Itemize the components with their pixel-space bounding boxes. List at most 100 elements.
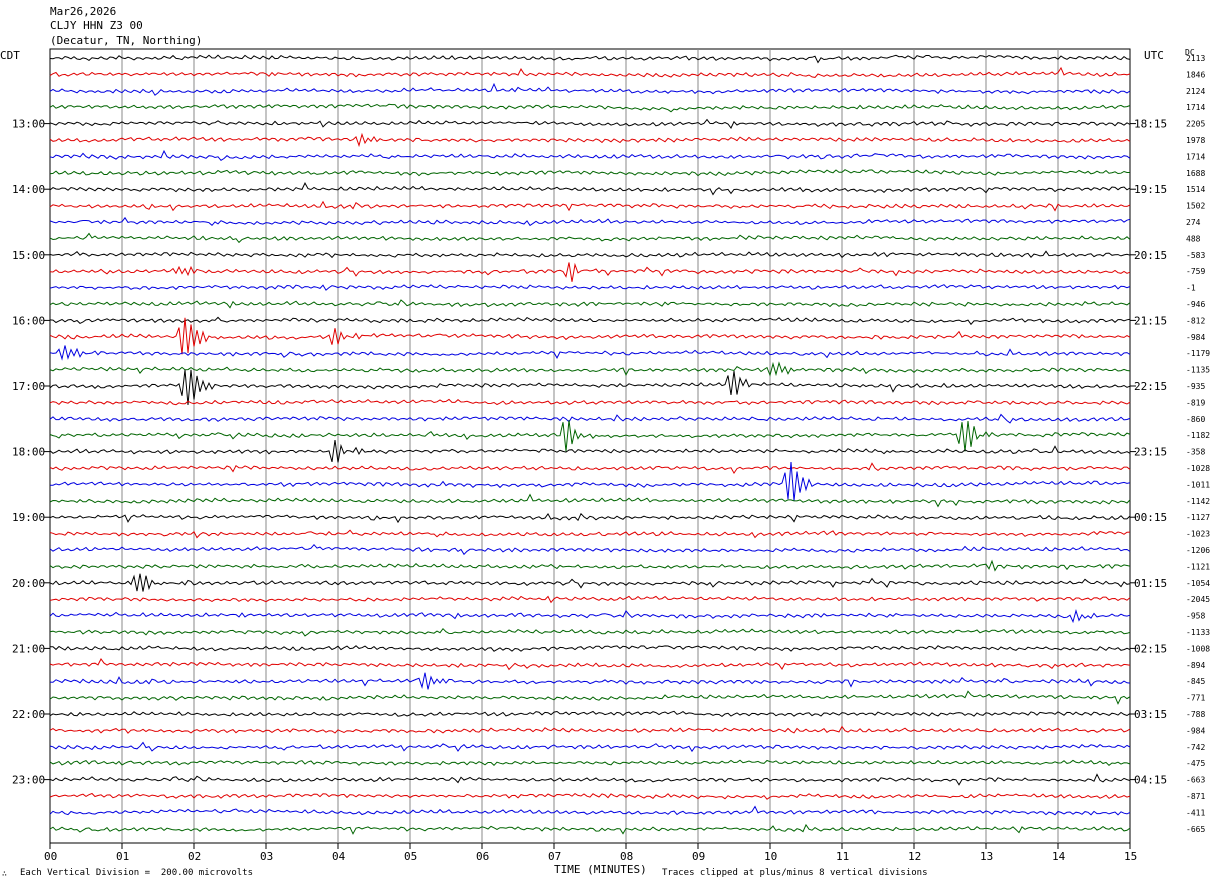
dc-offset: -1028 [1186, 464, 1210, 473]
trace-line [49, 759, 1131, 767]
trace-line [49, 462, 1131, 475]
right-hour-label: 20:15 [1134, 249, 1167, 262]
minute-gridlines [49, 48, 1131, 844]
trace-line [49, 805, 1131, 816]
dc-offset: -583 [1186, 251, 1205, 260]
trace-line [49, 573, 1131, 592]
trace-line [49, 672, 1131, 690]
trace-line [49, 345, 1131, 361]
dc-offset: -358 [1186, 448, 1205, 457]
dc-offset: 1714 [1186, 152, 1205, 161]
dc-offset: -1121 [1186, 562, 1210, 571]
trace-line [49, 773, 1131, 786]
trace-line [50, 645, 1131, 652]
x-tick-label: 05 [404, 850, 417, 863]
trace-line [49, 823, 1131, 835]
dc-offset: 2124 [1186, 87, 1205, 96]
scale-note: Each Vertical Division = 200.00 microvol… [20, 868, 253, 878]
left-hour-label: 17:00 [12, 380, 45, 393]
x-tick-label: 03 [260, 850, 273, 863]
x-tick-label: 00 [44, 850, 57, 863]
x-tick-label: 10 [764, 850, 777, 863]
dc-offset: -759 [1186, 267, 1205, 276]
dc-offset: -1011 [1186, 480, 1210, 489]
left-hour-label: 18:00 [12, 446, 45, 459]
dc-offset: -984 [1186, 333, 1205, 342]
left-hour-label: 20:00 [12, 577, 45, 590]
x-tick-label: 06 [476, 850, 489, 863]
x-tick-label: 02 [188, 850, 201, 863]
dc-offset: 274 [1186, 218, 1201, 227]
trace-line [49, 66, 1131, 78]
trace-line [49, 792, 1131, 800]
dc-offset: -819 [1186, 398, 1205, 407]
x-axis-title: TIME (MINUTES) [554, 863, 647, 876]
dc-offset: -935 [1186, 382, 1205, 391]
dc-offset: 1502 [1186, 202, 1205, 211]
x-tick-label: 08 [620, 850, 633, 863]
dc-offset: -742 [1186, 743, 1205, 752]
plot-frame [49, 48, 1131, 844]
station-label: CLJY HHN Z3 00 [50, 19, 143, 32]
dc-offset: -788 [1186, 710, 1205, 719]
left-hour-label: 15:00 [12, 249, 45, 262]
trace-line [49, 369, 1131, 405]
right-hour-label: 21:15 [1134, 314, 1167, 327]
trace-line [49, 543, 1131, 556]
dc-offset: -894 [1186, 661, 1205, 670]
left-hour-label: 23:00 [12, 774, 45, 787]
dc-offset: -411 [1186, 808, 1205, 817]
dc-offset: -812 [1186, 316, 1205, 325]
trace-line [49, 299, 1131, 309]
trace-line [49, 512, 1131, 524]
left-hour-label: 13:00 [12, 118, 45, 131]
trace-line [49, 262, 1131, 282]
dc-offset: -958 [1186, 612, 1205, 621]
trace-line [49, 710, 1131, 718]
trace-line [49, 559, 1131, 572]
dc-offset: -1133 [1186, 628, 1210, 637]
trace-line [49, 627, 1131, 637]
dc-offset: -860 [1186, 415, 1205, 424]
trace-line [49, 182, 1131, 196]
logo-glyph: ∴ [2, 869, 7, 878]
trace-line [49, 232, 1131, 244]
left-hour-label: 22:00 [12, 708, 45, 721]
dc-offset: -1182 [1186, 431, 1210, 440]
dc-offset: 2113 [1186, 54, 1205, 63]
left-hour-label: 19:00 [12, 511, 45, 524]
dc-offset: -663 [1186, 776, 1205, 785]
right-hour-labels: 18:15 19:15 20:15 21:15 22:15 23:15 00:15 01:15… [1130, 118, 1167, 787]
x-tick-label: 04 [332, 850, 346, 863]
dc-offset-labels: 2113 1846 2124 1714 2205 1978 1714 1688 1514 1502… [1186, 54, 1210, 834]
trace-line [49, 529, 1131, 539]
trace-line [49, 118, 1131, 129]
left-hour-labels: 13:00 14:00 15:00 16:00 17:00 18:00 19:00 20:00… [12, 118, 50, 787]
dc-offset: -946 [1186, 300, 1205, 309]
dc-offset: -1127 [1186, 513, 1210, 522]
trace-line [49, 361, 1131, 377]
trace-line [49, 316, 1131, 326]
trace-line [49, 461, 1131, 501]
dc-offset: 488 [1186, 234, 1201, 243]
dc-offset: -1054 [1186, 579, 1210, 588]
dc-offset: -1 [1186, 284, 1196, 293]
dc-offset: -1023 [1186, 530, 1210, 539]
x-tick-label: 01 [116, 850, 129, 863]
right-hour-label: 01:15 [1134, 577, 1167, 590]
right-hour-label: 18:15 [1134, 118, 1167, 131]
dc-header: DC [1185, 48, 1195, 57]
dc-offset: -845 [1186, 677, 1205, 686]
clip-note: Traces clipped at plus/minus 8 vertical … [662, 868, 928, 878]
right-hour-label: 23:15 [1134, 446, 1167, 459]
dc-offset: -2045 [1186, 595, 1210, 604]
location-label: (Decatur, TN, Northing) [50, 34, 203, 47]
seismic-traces [49, 54, 1131, 835]
dc-offset: -984 [1186, 726, 1205, 735]
trace-line [49, 317, 1131, 355]
right-hour-label: 19:15 [1134, 183, 1167, 196]
left-timezone: CDT [0, 49, 20, 62]
dc-offset: 2205 [1186, 120, 1205, 129]
trace-line [49, 413, 1131, 424]
dc-offset: -1179 [1186, 349, 1210, 358]
